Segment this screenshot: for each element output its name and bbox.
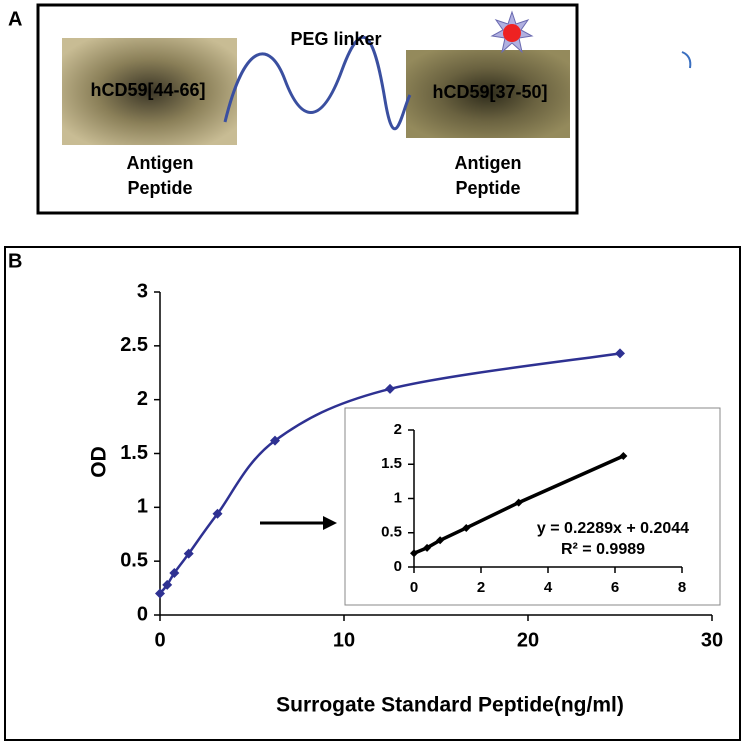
caption: Antigen xyxy=(127,153,194,173)
x-tick-label: 8 xyxy=(678,579,686,596)
peptide-label: hCD59[44-66] xyxy=(90,80,205,100)
x-axis-label: Surrogate Standard Peptide(ng/ml) xyxy=(276,694,624,717)
x-tick-label: 0 xyxy=(154,629,165,651)
data-point xyxy=(462,523,471,532)
x-tick-label: 2 xyxy=(477,579,485,596)
data-point xyxy=(615,348,625,359)
caption: Peptide xyxy=(127,178,192,198)
panel-a-frame xyxy=(36,3,579,215)
y-tick-label: 2 xyxy=(394,421,402,438)
data-point xyxy=(183,548,194,559)
annotation: R² = 0.9989 xyxy=(561,541,645,558)
y-tick-label: 1.5 xyxy=(120,442,148,464)
peg-linker xyxy=(223,35,412,131)
y-tick-label: 1.5 xyxy=(381,455,402,472)
inset-frame xyxy=(344,407,721,606)
x-tick-label: 4 xyxy=(544,579,553,596)
panel-b-frame xyxy=(4,246,741,741)
x-tick-label: 6 xyxy=(611,579,619,596)
data-point xyxy=(619,452,628,461)
peptide-box xyxy=(406,50,570,138)
x-tick-label: 20 xyxy=(517,629,539,651)
annotation: y = 0.2289x + 0.2044 xyxy=(537,520,689,537)
y-tick-label: 1 xyxy=(394,489,402,506)
arrow xyxy=(260,516,337,530)
y-tick-label: 2.5 xyxy=(120,334,148,356)
series-line xyxy=(159,352,621,595)
data-point xyxy=(436,536,445,545)
y-tick-label: 0.5 xyxy=(120,549,148,571)
y-axis-label: OD xyxy=(88,446,111,478)
stray-mark xyxy=(681,51,692,69)
data-point xyxy=(169,568,180,579)
data-point xyxy=(155,588,165,599)
caption: Peptide xyxy=(455,178,520,198)
data-point xyxy=(270,435,280,446)
panel-label: A xyxy=(8,8,22,30)
data-point xyxy=(423,543,432,552)
data-point xyxy=(212,508,223,519)
x-tick-label: 0 xyxy=(410,579,418,596)
y-tick-label: 0 xyxy=(394,558,402,575)
x-tick-label: 10 xyxy=(333,629,355,651)
y-tick-label: 1 xyxy=(137,496,148,518)
data-point xyxy=(385,383,395,394)
label-icon xyxy=(490,10,534,54)
caption: Antigen xyxy=(455,153,522,173)
linker-label: PEG linker xyxy=(290,29,381,49)
y-tick-label: 0.5 xyxy=(381,524,402,541)
data-point xyxy=(514,498,523,507)
panel-label: B xyxy=(8,250,22,272)
peptide-label: hCD59[37-50] xyxy=(432,82,547,102)
peptide-box xyxy=(62,38,237,145)
y-tick-label: 2 xyxy=(137,388,148,410)
data-point xyxy=(410,549,418,558)
y-tick-label: 3 xyxy=(137,280,148,302)
data-point xyxy=(162,579,173,590)
x-tick-label: 30 xyxy=(701,629,723,651)
y-tick-label: 0 xyxy=(137,603,148,625)
